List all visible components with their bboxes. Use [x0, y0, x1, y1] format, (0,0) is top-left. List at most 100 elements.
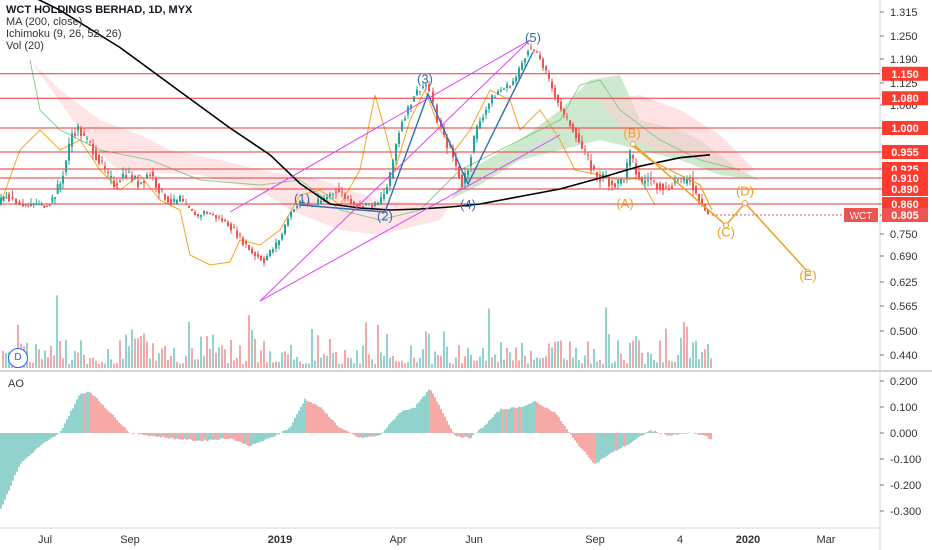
volume-bar	[83, 354, 85, 368]
volume-bar	[524, 355, 526, 368]
ao-legend[interactable]: AO	[8, 378, 24, 390]
volume-bar	[572, 357, 574, 368]
volume-bar	[392, 355, 394, 368]
volume-bar	[695, 340, 697, 368]
volume-bar	[575, 347, 577, 368]
candle-body	[608, 178, 610, 187]
level-label-3: 0.955	[891, 147, 919, 159]
candle-body	[51, 197, 54, 203]
volume-bar	[317, 335, 319, 368]
volume-bar	[671, 361, 673, 368]
candle-body	[458, 166, 460, 178]
volume-bar	[332, 353, 334, 368]
volume-bar	[113, 363, 115, 368]
volume-bar	[173, 347, 175, 368]
volume-bar	[17, 324, 19, 368]
candle-body	[245, 241, 247, 244]
volume-bar	[521, 342, 523, 368]
wave-label-9: (E)	[799, 268, 816, 283]
volume-bar	[137, 338, 139, 368]
volume-bar	[656, 362, 658, 368]
candle-body	[563, 108, 565, 115]
volume-bar	[191, 348, 193, 368]
candle-body	[497, 91, 499, 95]
candle-body	[539, 55, 541, 60]
candle-body	[11, 196, 14, 199]
volume-bar	[680, 338, 682, 368]
candle-body	[43, 205, 46, 208]
candle-body	[269, 250, 271, 256]
volume-bar	[53, 355, 55, 368]
volume-bar	[116, 363, 118, 368]
candle-body	[416, 89, 418, 95]
candle-body	[665, 186, 667, 188]
candle-body	[176, 199, 178, 204]
volume-bar	[653, 359, 655, 368]
candle-body	[332, 193, 334, 195]
volume-bar	[215, 352, 217, 368]
last-price-symbol: WCT	[850, 211, 873, 222]
candle-body	[467, 170, 469, 175]
volume-bar	[686, 326, 688, 368]
candle-body	[701, 199, 703, 206]
volume-bar	[491, 357, 493, 368]
candle-body	[15, 199, 17, 205]
candle-body	[230, 223, 232, 231]
dividend-badge[interactable]: D	[8, 348, 28, 368]
candle-body	[560, 101, 562, 110]
time-tick-label: 4	[677, 534, 683, 546]
ma-legend[interactable]: MA (200, close)	[6, 16, 83, 28]
vol-legend[interactable]: Vol (20)	[6, 40, 44, 52]
candle-body	[680, 178, 682, 179]
volume-bar	[347, 357, 349, 368]
volume-bar	[500, 342, 502, 368]
level-label-bg-2	[882, 121, 928, 135]
volume-bar	[425, 331, 427, 368]
volume-bar	[377, 324, 379, 368]
volume-bar	[245, 361, 247, 368]
candle-body	[473, 135, 475, 152]
candle-body	[170, 199, 172, 204]
volume-bar	[515, 347, 517, 368]
volume-bar	[542, 357, 544, 368]
candle-body	[101, 160, 103, 162]
channel-upper-a	[229, 39, 531, 213]
volume-bar	[446, 346, 448, 368]
volume-bar	[224, 349, 226, 368]
volume-bar	[602, 363, 604, 368]
abc-path	[632, 145, 713, 211]
candle-body	[35, 204, 38, 206]
candle-body	[575, 128, 577, 138]
volume-bar	[632, 340, 634, 368]
volume-bar	[65, 339, 67, 368]
symbol-title[interactable]: WCT HOLDINGS BERHAD, 1D, MYX	[6, 4, 193, 16]
level-label-bg-3	[882, 145, 928, 159]
projection-node-2	[742, 200, 748, 206]
candle-body	[614, 183, 616, 188]
candle-body	[572, 124, 574, 132]
candle-body	[149, 175, 151, 176]
price-tick-label: 0.750	[890, 229, 918, 241]
candle-body	[557, 94, 559, 104]
volume-bar	[662, 362, 664, 368]
volume-bar	[335, 351, 337, 368]
volume-bar	[617, 340, 619, 368]
candle-body	[635, 163, 637, 175]
volume-bar	[257, 362, 259, 368]
candle-body	[530, 47, 532, 49]
volume-bar	[365, 322, 367, 368]
channel-lower-b	[259, 134, 561, 302]
volume-bar	[644, 363, 646, 368]
ichimoku-legend[interactable]: Ichimoku (9, 26, 52, 26)	[6, 28, 122, 40]
volume-bar	[260, 350, 262, 368]
volume-bar	[665, 328, 667, 368]
candle-body	[197, 214, 199, 217]
volume-bar	[254, 338, 256, 368]
candle-body	[521, 62, 523, 71]
level-label-bg-1	[882, 91, 928, 106]
projection-node-3	[805, 269, 811, 275]
time-tick-label: Apr	[389, 534, 406, 546]
volume-bar	[380, 352, 382, 368]
candle-body	[257, 254, 259, 257]
